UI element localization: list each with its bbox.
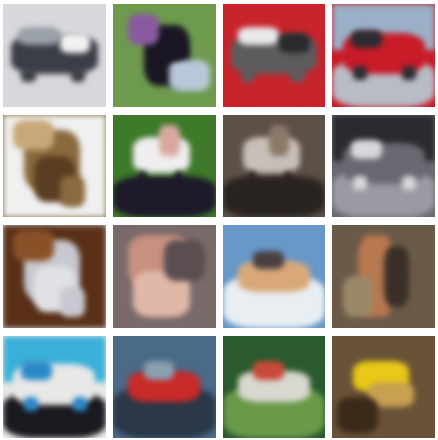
truck-shape [21, 67, 36, 82]
dog-shape [59, 286, 86, 318]
car-shape [350, 29, 382, 49]
dog-shape [13, 119, 55, 151]
car-shape [23, 397, 38, 412]
horse-shape [284, 170, 293, 207]
ship-shape [143, 361, 175, 380]
image-tile-ship [222, 225, 326, 328]
horse-shape [158, 124, 180, 156]
car-shape [350, 140, 382, 159]
car-shape [402, 65, 417, 80]
image-tile-car [332, 114, 435, 217]
image-tile-horse [222, 114, 326, 217]
truck-shape [290, 67, 305, 82]
truck-shape [240, 67, 256, 82]
image-tile-dog [3, 225, 106, 328]
car-shape [72, 397, 88, 412]
truck-shape [59, 32, 91, 54]
bird-shape [169, 60, 211, 92]
car-shape [352, 65, 368, 80]
image-tile-car [332, 4, 435, 107]
truck-shape [70, 67, 86, 82]
deer-shape [383, 245, 410, 307]
image-tile-dog [3, 114, 106, 217]
image-tile-car [3, 335, 106, 438]
image-tile-horse [112, 114, 216, 217]
airplane-shape [337, 397, 379, 433]
ship-shape [253, 361, 285, 380]
car-shape [21, 361, 53, 380]
bird-shape [128, 14, 159, 45]
image-tile-airplane [332, 335, 435, 438]
horse-shape [138, 170, 147, 207]
horse-shape [112, 176, 216, 217]
truck-shape [279, 32, 310, 54]
image-tile-truck [3, 4, 106, 107]
horse-shape [248, 170, 257, 207]
image-tile-ship [112, 335, 216, 438]
horse-shape [174, 170, 183, 207]
dog-shape [59, 176, 86, 207]
truck-shape [18, 26, 60, 45]
truck-shape [237, 26, 279, 45]
car-shape [352, 176, 368, 191]
bird-shape [158, 39, 185, 61]
image-tile-truck [222, 4, 326, 107]
horse-shape [222, 176, 326, 217]
image-tile-deer [332, 225, 435, 328]
horse-shape [268, 124, 290, 156]
image-tile-bird [112, 4, 216, 107]
image-tile-ship [222, 335, 326, 438]
car-shape [402, 176, 417, 191]
deer-shape [342, 276, 374, 318]
dog-shape [13, 230, 55, 261]
ship-shape [253, 250, 285, 270]
frog-shape [164, 240, 206, 282]
image-tile-frog [112, 225, 216, 328]
